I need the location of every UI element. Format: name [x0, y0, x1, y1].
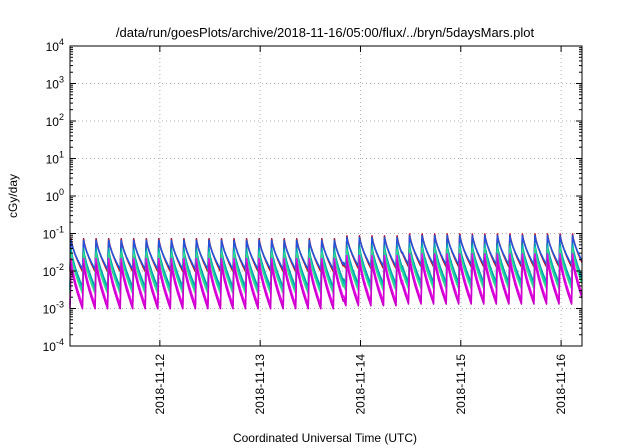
- y-tick-label: 10-1: [43, 225, 64, 242]
- x-tick-label: 2018-11-12: [153, 354, 167, 415]
- y-tick-label: 102: [46, 112, 64, 129]
- y-tick-label: 100: [46, 187, 64, 204]
- x-axis-label: Coordinated Universal Time (UTC): [233, 431, 417, 445]
- y-axis-label: cGy/day: [6, 174, 20, 218]
- y-tick-label: 10-2: [43, 262, 64, 279]
- series-lines: [69, 233, 583, 310]
- y-tick-label: 104: [46, 37, 64, 54]
- x-tick-label: 2018-11-16: [554, 354, 568, 415]
- x-tick-label: 2018-11-13: [253, 354, 267, 415]
- y-tick-label: 10-4: [43, 337, 64, 354]
- y-axis-ticks: 10-4 10-3 10-2 10-1 100 101 102 103 104: [43, 37, 582, 354]
- y-tick-label: 10-3: [43, 300, 64, 317]
- chart-title: /data/run/goesPlots/archive/2018-11-16/0…: [116, 25, 535, 40]
- y-tick-label: 103: [46, 75, 64, 92]
- series-line: [69, 258, 583, 310]
- y-tick-label: 101: [46, 150, 64, 167]
- x-axis-ticks: 2018-11-12 2018-11-13 2018-11-14 2018-11-15…: [153, 46, 568, 415]
- x-tick-label: 2018-11-15: [454, 354, 468, 415]
- grid-lines: [70, 46, 582, 346]
- x-tick-label: 2018-11-14: [353, 354, 367, 415]
